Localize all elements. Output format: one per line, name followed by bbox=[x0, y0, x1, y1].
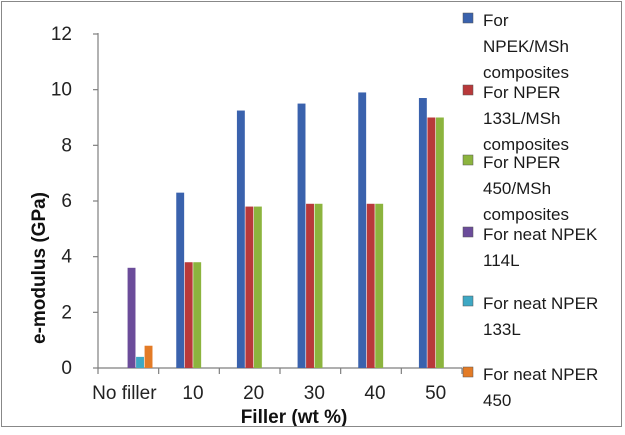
bar bbox=[144, 345, 153, 368]
legend-label: For neat NPER 450 bbox=[483, 365, 598, 410]
bar bbox=[366, 203, 375, 368]
legend-label: For neat NPEK 114L bbox=[483, 225, 598, 270]
bar bbox=[193, 262, 202, 368]
bar bbox=[306, 203, 314, 368]
y-tick-label: 0 bbox=[61, 358, 72, 379]
bar bbox=[418, 98, 427, 369]
bar bbox=[127, 267, 136, 368]
legend-label: For NPER 133L/MSh composites bbox=[483, 83, 569, 154]
legend-swatch bbox=[462, 226, 474, 238]
bar bbox=[435, 117, 444, 368]
tick-labels: 0 2 4 6 8 10 12 No filler 10 20 30 40 50 bbox=[51, 24, 446, 404]
bar bbox=[245, 206, 254, 368]
legend-swatch bbox=[462, 295, 474, 307]
x-tick-label: 30 bbox=[304, 383, 325, 404]
bar bbox=[184, 262, 193, 368]
y-tick-label: 10 bbox=[51, 80, 72, 101]
legend-swatch bbox=[462, 154, 474, 166]
y-tick-label: 2 bbox=[61, 302, 72, 323]
bar bbox=[358, 92, 367, 368]
bars bbox=[127, 92, 444, 369]
legend-swatch bbox=[462, 366, 474, 378]
bar bbox=[236, 110, 245, 368]
x-axis-title: Filler (wt %) bbox=[241, 407, 348, 428]
axes bbox=[93, 33, 463, 374]
x-tick-label: 50 bbox=[425, 383, 446, 404]
y-tick-label: 6 bbox=[61, 191, 72, 212]
x-tick-label: 40 bbox=[364, 383, 385, 404]
bar bbox=[375, 203, 384, 368]
x-tick-label: 10 bbox=[182, 383, 203, 404]
bar bbox=[253, 206, 262, 368]
legend-label: For NPEK/MSh composites bbox=[483, 11, 569, 82]
bar bbox=[176, 192, 185, 368]
legend-label: For NPER 450/MSh composites bbox=[483, 153, 569, 224]
y-tick-label: 12 bbox=[51, 24, 72, 45]
bar bbox=[297, 103, 306, 368]
legend-swatch bbox=[462, 84, 474, 96]
y-tick-label: 8 bbox=[61, 135, 72, 156]
legend-swatch bbox=[462, 12, 474, 24]
x-tick-label: No filler bbox=[92, 383, 157, 404]
bar bbox=[136, 356, 144, 368]
x-tick-label: 20 bbox=[243, 383, 264, 404]
y-axis-title: e-modulus (GPa) bbox=[29, 192, 50, 344]
legend-label: For neat NPER 133L bbox=[483, 294, 598, 339]
bar bbox=[427, 117, 436, 368]
y-tick-label: 4 bbox=[61, 247, 72, 268]
bar bbox=[314, 203, 323, 368]
